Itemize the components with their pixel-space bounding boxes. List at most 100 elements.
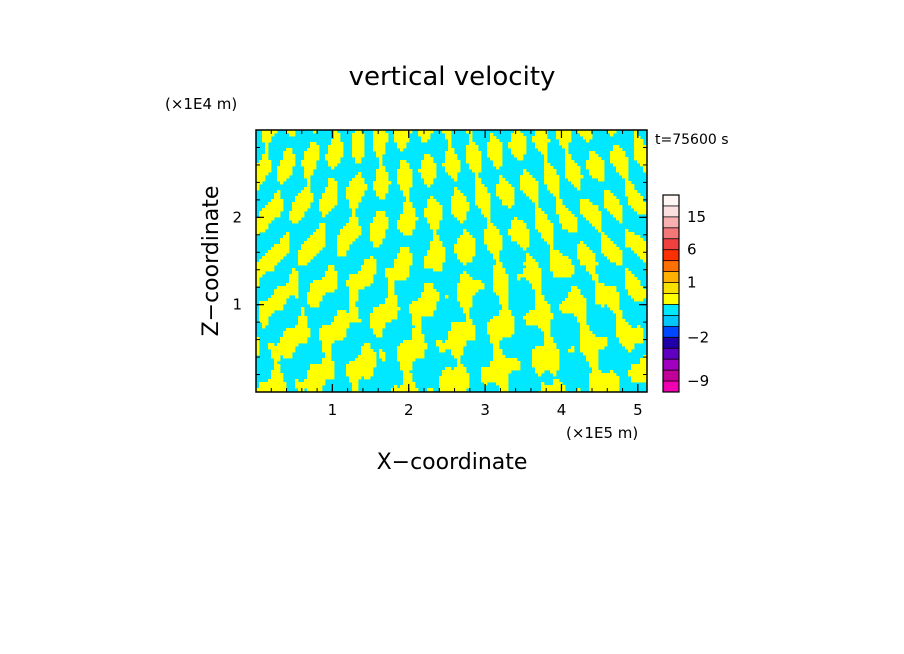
field-cell-positive — [451, 202, 455, 206]
field-cell-positive — [373, 262, 377, 266]
field-cell-positive — [469, 151, 473, 155]
field-cell-positive — [472, 151, 476, 155]
field-cell-positive — [496, 265, 500, 269]
field-cell-positive — [463, 334, 467, 338]
field-cell-positive — [367, 352, 371, 356]
field-cell-positive — [634, 151, 638, 155]
field-cell-positive — [382, 172, 386, 176]
field-cell-positive — [511, 226, 515, 230]
field-cell-positive — [586, 160, 590, 164]
field-cell-positive — [640, 241, 644, 245]
field-cell-positive — [634, 337, 638, 341]
field-cell-positive — [541, 136, 545, 140]
field-cell-positive — [427, 178, 431, 182]
field-cell-positive — [595, 223, 599, 227]
field-cell-positive — [535, 349, 539, 353]
field-cell-positive — [286, 151, 290, 155]
field-cell-positive — [451, 154, 455, 158]
field-cell-positive — [313, 154, 317, 158]
field-cell-positive — [535, 274, 539, 278]
field-cell-positive — [352, 301, 356, 305]
field-cell-positive — [517, 232, 521, 236]
field-cell-positive — [355, 142, 359, 146]
field-cell-positive — [532, 310, 536, 314]
field-cell-positive — [331, 277, 335, 281]
field-cell-positive — [472, 244, 476, 248]
field-cell-positive — [454, 334, 458, 338]
field-cell-positive — [340, 319, 344, 323]
field-cell-positive — [346, 283, 350, 287]
field-cell-positive — [400, 220, 404, 224]
field-cell-positive — [349, 280, 353, 284]
field-cell-positive — [262, 385, 266, 389]
field-cell-positive — [319, 370, 323, 374]
y-axis-label: Z−coordinate — [199, 186, 224, 337]
field-cell-positive — [286, 340, 290, 344]
field-cell-positive — [475, 148, 479, 152]
field-cell-positive — [583, 253, 587, 257]
field-cell-positive — [529, 280, 533, 284]
field-cell-positive — [397, 133, 401, 137]
colorbar-tick-label: 1 — [687, 274, 697, 292]
field-cell-positive — [271, 214, 275, 218]
field-cell-positive — [445, 169, 449, 173]
x-tick-label: 1 — [328, 401, 338, 419]
field-cell-positive — [322, 373, 326, 377]
field-cell-positive — [361, 370, 365, 374]
field-cell-positive — [454, 355, 458, 359]
field-cell-positive — [544, 325, 548, 329]
field-cell-positive — [535, 268, 539, 272]
field-cell-positive — [481, 205, 485, 209]
field-cell-positive — [484, 208, 488, 212]
field-cell-positive — [601, 343, 605, 347]
field-cell-positive — [481, 187, 485, 191]
field-cell-positive — [259, 163, 263, 167]
field-cell-positive — [616, 328, 620, 332]
field-cell-positive — [592, 151, 596, 155]
field-cell-positive — [424, 313, 428, 317]
field-cell-positive — [601, 289, 605, 293]
field-cell-positive — [385, 304, 389, 308]
field-cell-positive — [349, 283, 353, 287]
colorbar-band — [663, 282, 679, 294]
field-cell-positive — [277, 169, 281, 173]
field-cell-positive — [418, 349, 422, 353]
field-cell-positive — [349, 277, 353, 281]
field-cell-positive — [271, 370, 275, 374]
field-cell-positive — [460, 364, 464, 368]
field-cell-positive — [403, 130, 407, 134]
field-cell-positive — [460, 244, 464, 248]
field-cell-positive — [301, 334, 305, 338]
field-cell-positive — [565, 154, 569, 158]
field-cell-positive — [304, 250, 308, 254]
field-cell-positive — [484, 187, 488, 191]
field-cell-positive — [598, 229, 602, 233]
field-cell-positive — [589, 214, 593, 218]
field-cell-positive — [319, 364, 323, 368]
field-cell-positive — [331, 370, 335, 374]
field-cell-positive — [445, 382, 449, 386]
field-cell-positive — [493, 352, 497, 356]
field-cell-positive — [484, 229, 488, 233]
field-cell-positive — [424, 304, 428, 308]
field-cell-positive — [343, 334, 347, 338]
field-cell-positive — [451, 196, 455, 200]
field-cell-positive — [334, 187, 338, 191]
field-cell-positive — [511, 223, 515, 227]
field-cell-positive — [355, 385, 359, 389]
field-cell-positive — [412, 208, 416, 212]
field-cell-positive — [466, 292, 470, 296]
field-cell-positive — [424, 178, 428, 182]
field-cell-positive — [385, 274, 389, 278]
field-cell-positive — [499, 193, 503, 197]
field-cell-positive — [379, 355, 383, 359]
field-cell-positive — [490, 226, 494, 230]
field-cell-positive — [406, 265, 410, 269]
field-cell-positive — [370, 262, 374, 266]
field-cell-positive — [493, 349, 497, 353]
field-cell-positive — [580, 202, 584, 206]
field-cell-positive — [577, 172, 581, 176]
field-cell-positive — [355, 298, 359, 302]
field-cell-positive — [571, 265, 575, 269]
field-cell-positive — [352, 319, 356, 323]
